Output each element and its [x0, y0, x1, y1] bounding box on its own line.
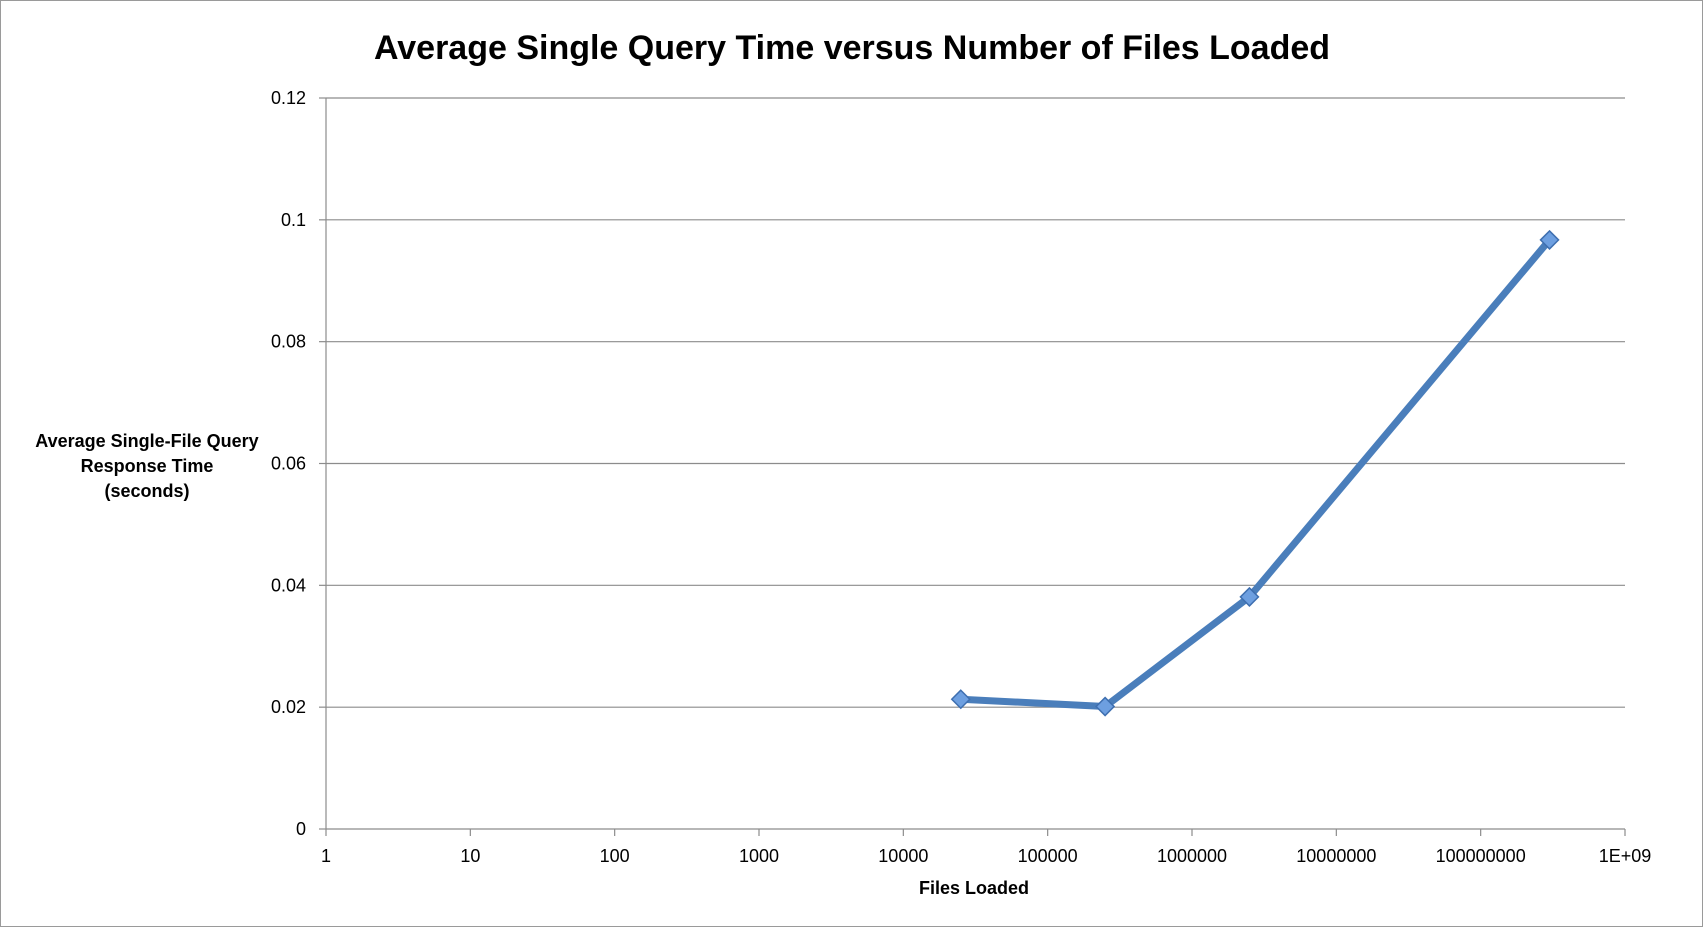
x-tick-label: 1000	[739, 846, 779, 866]
data-point-marker	[950, 689, 971, 710]
y-tick-label: 0.06	[271, 454, 306, 474]
y-axis-label-line-3: (seconds)	[104, 481, 189, 501]
gridlines	[326, 97, 1625, 708]
x-tick-label: 1000000	[1157, 846, 1227, 866]
y-tick-label: 0.1	[281, 210, 306, 230]
x-tick-label: 100	[600, 846, 630, 866]
x-tick-label: 100000	[1018, 846, 1078, 866]
x-tick-label: 10000	[878, 846, 928, 866]
y-tick-label: 0.08	[271, 332, 306, 352]
y-axis-label: Average Single-File Query Response Time …	[35, 431, 258, 501]
data-point-marker	[1095, 696, 1116, 717]
series-line	[957, 236, 1554, 711]
y-tick-label: 0.02	[271, 697, 306, 717]
x-tick-label: 1	[321, 846, 331, 866]
x-tick-label: 1E+09	[1599, 846, 1652, 866]
x-tick-label: 10000000	[1296, 846, 1376, 866]
y-axis-label-line-2: Response Time	[81, 456, 214, 476]
y-tick-label: 0.04	[271, 575, 306, 595]
y-tick-label: 0.12	[271, 88, 306, 108]
y-axis-ticks: 0 0.02 0.04 0.06 0.08 0.1 0.12	[271, 88, 326, 839]
x-tick-label: 10	[460, 846, 480, 866]
y-tick-label: 0	[296, 819, 306, 839]
x-axis-ticks: 1 10 100 1000 10000 100000 1000000 10000000 1000…	[321, 829, 1651, 866]
x-axis-label: Files Loaded	[919, 878, 1029, 898]
x-tick-label: 100000000	[1436, 846, 1526, 866]
series	[950, 229, 1560, 717]
y-axis-label-line-1: Average Single-File Query	[35, 431, 258, 451]
data-point-marker	[1539, 229, 1560, 250]
data-point-marker	[1239, 586, 1260, 607]
chart-title: Average Single Query Time versus Number …	[374, 29, 1330, 67]
